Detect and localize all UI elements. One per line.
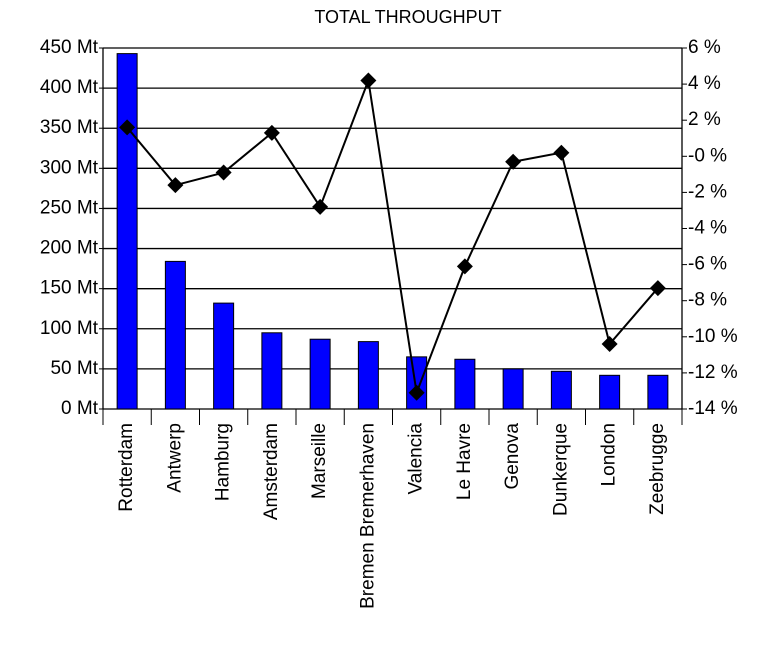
y2-tick-label: 4 % <box>688 73 721 94</box>
y2-tick-label: 2 % <box>688 109 721 130</box>
y2-tick-label: -8 % <box>688 290 727 311</box>
y-tick-label: 250 Mt <box>40 197 99 218</box>
marker <box>601 336 618 353</box>
x-tick-label: Amsterdam <box>261 423 282 520</box>
bar <box>502 368 524 410</box>
marker <box>360 72 377 89</box>
x-tick-label: Marseille <box>309 423 330 499</box>
chart-title: TOTAL THROUGHPUT <box>314 7 501 27</box>
bar <box>550 370 572 410</box>
y-tick-label: 300 Mt <box>40 157 99 178</box>
line <box>126 76 659 397</box>
marker <box>263 124 280 141</box>
marker <box>408 384 425 401</box>
marker <box>649 280 666 297</box>
x-tick-label: Dunkerque <box>550 423 571 516</box>
bar <box>213 302 235 410</box>
y-tick-label: 350 Mt <box>40 117 99 138</box>
x-tick-label: Bremen Bremerhaven <box>357 423 378 609</box>
y2-tick-label: -0 % <box>688 145 727 166</box>
y2-tick-label: -2 % <box>688 181 727 202</box>
marker <box>505 153 522 170</box>
bar <box>647 374 669 410</box>
x-tick-label: Zeebrugge <box>647 423 668 515</box>
y-tick-label: 200 Mt <box>40 238 99 259</box>
x-tick-label: Antwerp <box>164 423 185 493</box>
x-tick-label: Hamburg <box>213 423 234 501</box>
y-tick-label: 0 Mt <box>61 398 99 419</box>
bar <box>599 374 621 410</box>
bar <box>357 341 379 410</box>
marker <box>215 164 232 181</box>
y2-tick-label: -12 % <box>688 362 738 383</box>
x-tick-label: Genova <box>502 423 523 490</box>
x-tick-label: Valencia <box>406 423 427 495</box>
x-tick-label: London <box>599 423 620 486</box>
x-tick-label: Le Havre <box>454 423 475 500</box>
y2-tick-label: -6 % <box>688 254 727 275</box>
bar <box>116 53 138 410</box>
marker <box>167 177 184 194</box>
y2-tick-label: 6 % <box>688 37 721 58</box>
y-tick-label: 50 Mt <box>50 358 98 379</box>
y-tick-label: 100 Mt <box>40 318 99 339</box>
y2-tick-label: -14 % <box>688 398 738 419</box>
x-tick-label: Rotterdam <box>116 423 137 512</box>
marker <box>119 119 136 136</box>
y-tick-label: 150 Mt <box>40 278 99 299</box>
bar <box>261 332 283 410</box>
bar <box>406 356 428 410</box>
bar <box>454 358 476 410</box>
y-tick-label: 400 Mt <box>40 77 99 98</box>
y2-tick-label: -10 % <box>688 326 738 347</box>
y2-tick-label: -4 % <box>688 218 727 239</box>
marker <box>312 198 329 215</box>
bar <box>164 260 186 410</box>
bar <box>309 338 331 410</box>
y-tick-label: 450 Mt <box>40 37 99 58</box>
marker <box>553 144 570 161</box>
marker <box>456 258 473 275</box>
